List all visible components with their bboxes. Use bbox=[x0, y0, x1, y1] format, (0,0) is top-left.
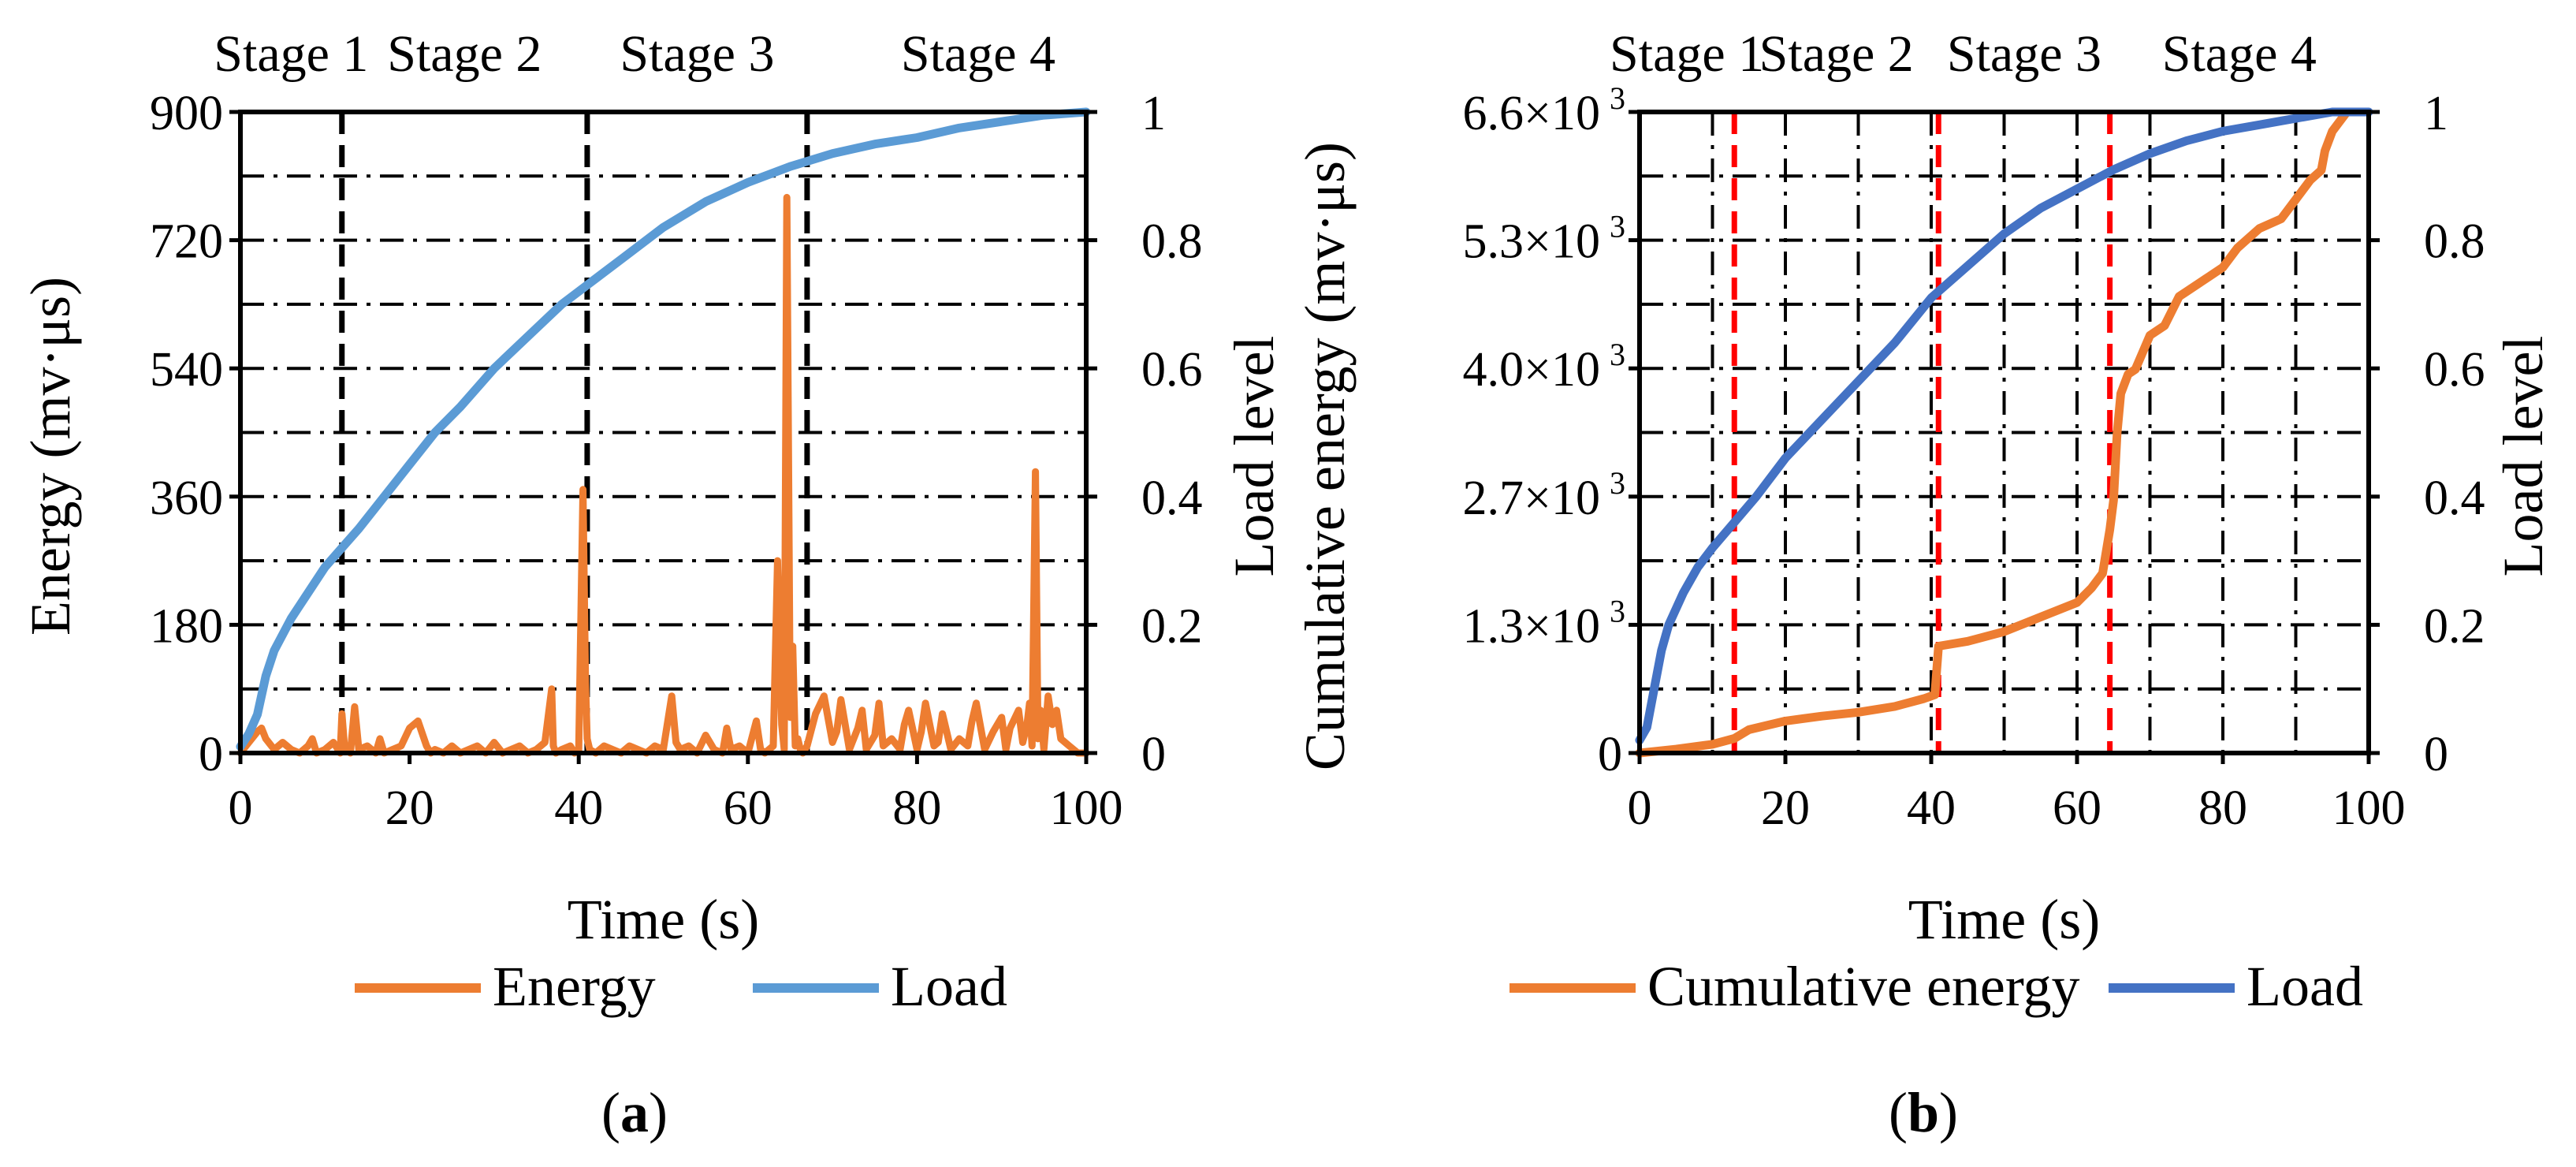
stage-label-2: Stage 2 bbox=[387, 25, 542, 83]
y-right-tick-label: 0.4 bbox=[1141, 472, 1203, 525]
y-right-tick-label: 0.4 bbox=[2424, 472, 2485, 525]
y-left-tick-exponent: 3 bbox=[1610, 209, 1625, 244]
y-left-axis-title: Cumulative energy (mv·μs) bbox=[1294, 142, 1357, 770]
x-tick-label: 60 bbox=[724, 781, 772, 835]
panel-label: (a) bbox=[601, 1081, 668, 1144]
x-tick-label: 0 bbox=[229, 781, 253, 835]
x-axis-title: Time (s) bbox=[1908, 888, 2100, 951]
legend-label-load: Load bbox=[891, 955, 1007, 1018]
stage-label-4: Stage 4 bbox=[901, 25, 1055, 83]
y-left-tick-label: 4.0×10 bbox=[1463, 343, 1600, 397]
x-tick-label: 100 bbox=[1050, 781, 1123, 835]
y-right-axis-title: Load level bbox=[2492, 336, 2555, 577]
stage-label-1: Stage 1 bbox=[214, 25, 368, 83]
y-left-tick-label: 0 bbox=[199, 728, 223, 781]
stage-label-1: Stage 1 bbox=[1610, 25, 1764, 83]
x-tick-label: 80 bbox=[892, 781, 941, 835]
series-line-energy bbox=[236, 193, 1090, 757]
stage-label-3: Stage 3 bbox=[620, 25, 774, 83]
y-left-tick-label: 360 bbox=[150, 472, 223, 525]
y-left-tick-exponent: 3 bbox=[1610, 593, 1625, 628]
plot-frame bbox=[238, 110, 1089, 755]
x-tick-label: 60 bbox=[2053, 781, 2101, 835]
y-left-tick-exponent: 3 bbox=[1610, 80, 1625, 116]
series-line-cumulative-energy bbox=[1635, 107, 2351, 758]
x-axis-title: Time (s) bbox=[568, 888, 759, 951]
y-left-tick-label: 180 bbox=[150, 599, 223, 653]
y-left-tick-exponent: 3 bbox=[1610, 465, 1625, 501]
series-line-load bbox=[1635, 107, 2373, 745]
stage-label-2: Stage 2 bbox=[1759, 25, 1914, 83]
stage-label-3: Stage 3 bbox=[1947, 25, 2101, 83]
y-left-tick-label: 0 bbox=[1598, 728, 1622, 781]
y-right-tick-label: 1 bbox=[2424, 87, 2448, 140]
y-left-tick-label: 5.3×10 bbox=[1463, 215, 1600, 269]
y-left-tick-label: 900 bbox=[150, 87, 223, 140]
y-right-tick-label: 0.6 bbox=[1141, 343, 1203, 397]
y-left-tick-label: 540 bbox=[150, 343, 223, 397]
y-left-axis-title: Energy (mv·μs) bbox=[19, 277, 82, 636]
x-tick-label: 40 bbox=[554, 781, 603, 835]
y-right-tick-label: 0 bbox=[2424, 728, 2448, 781]
chart-panel-a: 0 20 40 60 80 100 0 180 360 540 720 900 0 0.2 0.4 0.6 0.… bbox=[19, 25, 1286, 1144]
legend-label-energy: Energy bbox=[493, 955, 656, 1018]
x-tick-label: 20 bbox=[1761, 781, 1810, 835]
stage-label-4: Stage 4 bbox=[2162, 25, 2317, 83]
plot-frame bbox=[1637, 110, 2371, 755]
panel-label: (b) bbox=[1889, 1081, 1958, 1144]
y-left-tick-exponent: 3 bbox=[1610, 337, 1625, 372]
legend-label-load: Load bbox=[2247, 955, 2363, 1018]
x-tick-label: 20 bbox=[385, 781, 434, 835]
x-tick-label: 40 bbox=[1907, 781, 1956, 835]
y-right-tick-label: 0.8 bbox=[1141, 215, 1203, 269]
y-right-tick-label: 0.6 bbox=[2424, 343, 2485, 397]
y-left-tick-label: 2.7×10 bbox=[1463, 472, 1600, 525]
y-right-tick-label: 1 bbox=[1141, 87, 1166, 140]
x-tick-label: 80 bbox=[2198, 781, 2247, 835]
y-right-tick-label: 0.8 bbox=[2424, 215, 2485, 269]
y-right-axis-title: Load level bbox=[1223, 336, 1286, 577]
y-right-tick-label: 0.2 bbox=[1141, 599, 1203, 653]
y-left-tick-label: 720 bbox=[150, 215, 223, 269]
series-line-load bbox=[236, 107, 1091, 751]
x-tick-label: 0 bbox=[1628, 781, 1652, 835]
y-right-tick-label: 0.2 bbox=[2424, 599, 2485, 653]
y-right-tick-label: 0 bbox=[1141, 728, 1166, 781]
legend-label-cumulative-energy: Cumulative energy bbox=[1647, 955, 2080, 1018]
y-left-tick-label: 1.3×10 bbox=[1463, 599, 1600, 653]
chart-panel-b: 0 20 40 60 80 100 0 1.3×10 3 2.7×10 3 4.0×10 3 5.3×10… bbox=[1294, 25, 2555, 1144]
x-tick-label: 100 bbox=[2332, 781, 2406, 835]
y-left-tick-label: 6.6×10 bbox=[1463, 87, 1600, 140]
